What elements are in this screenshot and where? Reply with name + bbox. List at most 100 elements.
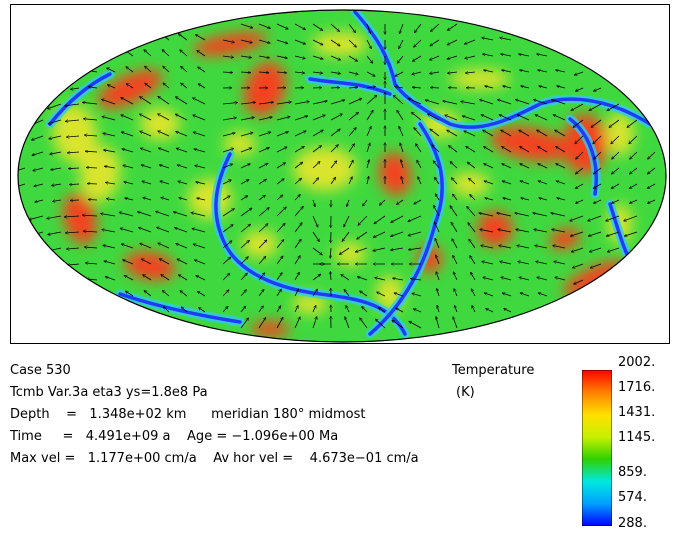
velocity-arrow [348,160,354,169]
velocity-arrow [470,272,476,281]
velocity-arrow [515,99,530,105]
velocity-arrow [194,149,206,153]
velocity-arrow [158,243,170,249]
velocity-arrow [366,86,376,88]
velocity-arrow [346,199,350,207]
velocity-arrow [180,66,188,73]
velocity-arrow [174,228,188,233]
velocity-arrow [483,145,494,153]
velocity-arrow [294,255,301,265]
velocity-arrow [178,181,188,185]
velocity-arrow [330,177,337,185]
velocity-arrow [312,199,315,207]
colorbar-tick-2: 1431. [618,405,656,420]
velocity-arrow [258,273,265,281]
velocity-arrow [447,72,458,73]
velocity-arrow [435,238,440,249]
velocity-arrow [276,317,284,329]
velocity-arrow [392,278,404,281]
velocity-arrow [84,247,98,248]
velocity-arrow [294,194,301,201]
velocity-arrow [593,183,602,190]
velocity-arrow [611,167,620,174]
velocity-arrow [593,151,602,159]
velocity-arrow [401,159,404,169]
velocity-arrow [500,129,512,137]
velocity-arrow [433,161,440,169]
velocity-arrow [330,247,331,258]
velocity-arrow [294,289,300,297]
velocity-arrow [192,228,206,233]
velocity-arrow [294,72,305,73]
velocity-arrow [366,110,374,121]
velocity-arrow [553,115,566,121]
velocity-arrow [520,86,530,89]
temperature-anomaly [140,108,180,140]
velocity-arrow [124,198,134,201]
velocity-arrow [123,165,134,169]
velocity-arrow [222,164,233,169]
velocity-arrow [240,240,250,249]
velocity-arrow [416,160,422,169]
velocity-arrow [502,181,512,185]
velocity-arrow [330,72,341,74]
velocity-arrow [121,132,134,137]
velocity-arrow [366,71,375,77]
velocity-arrow [180,50,188,57]
velocity-arrow [443,101,458,105]
velocity-arrow [391,215,404,223]
velocity-arrow [429,72,440,74]
velocity-arrow [534,245,548,249]
velocity-arrow [464,130,476,137]
velocity-arrow [460,101,476,105]
velocity-arrow [222,72,233,73]
case-label: Case 530 [10,363,71,378]
velocity-arrow [555,70,566,73]
velocity-arrow [573,279,584,284]
plate-boundary [568,117,598,196]
velocity-arrow [502,86,512,89]
velocity-arrow [222,306,228,313]
velocity-arrow [481,38,494,41]
velocity-arrow [156,227,170,233]
velocity-arrow [551,99,566,105]
temperature-anomaly [250,321,290,337]
velocity-arrow [555,145,566,153]
time-label: Time = 4.491e+09 a Age = −1.096e+00 Ma [10,429,339,444]
velocity-arrow [359,290,368,297]
velocity-arrow [503,198,512,201]
velocity-arrow [312,55,323,59]
colorbar-tick-6: 288. [618,516,647,531]
velocity-arrow [454,288,458,297]
velocity-arrow [144,50,152,57]
velocity-arrow [141,165,152,169]
velocity-arrow [258,317,267,329]
velocity-arrow [345,317,350,329]
velocity-arrow [629,183,638,190]
velocity-arrow [175,243,188,249]
velocity-arrow [593,135,602,144]
velocity-arrow [378,306,386,313]
velocity-arrow [468,222,476,233]
velocity-arrow [330,55,341,60]
velocity-arrow [575,199,584,204]
velocity-arrow [412,55,422,62]
velocity-arrow [521,198,530,201]
velocity-arrow [535,261,548,265]
velocity-arrow [538,293,548,297]
velocity-arrow [276,178,284,185]
velocity-arrow [593,199,602,204]
velocity-arrow [198,306,206,313]
velocity-arrow [401,176,403,185]
velocity-arrow [258,240,267,249]
velocity-arrow [647,183,656,190]
velocity-arrow [143,197,152,201]
velocity-arrow [49,151,62,154]
velocity-arrow [453,317,458,329]
velocity-arrow [122,149,134,153]
velocity-arrow [611,135,620,144]
velocity-arrow [414,199,422,205]
velocity-arrow [569,215,584,221]
velocity-arrow [536,54,548,57]
velocity-arrow [258,39,270,43]
